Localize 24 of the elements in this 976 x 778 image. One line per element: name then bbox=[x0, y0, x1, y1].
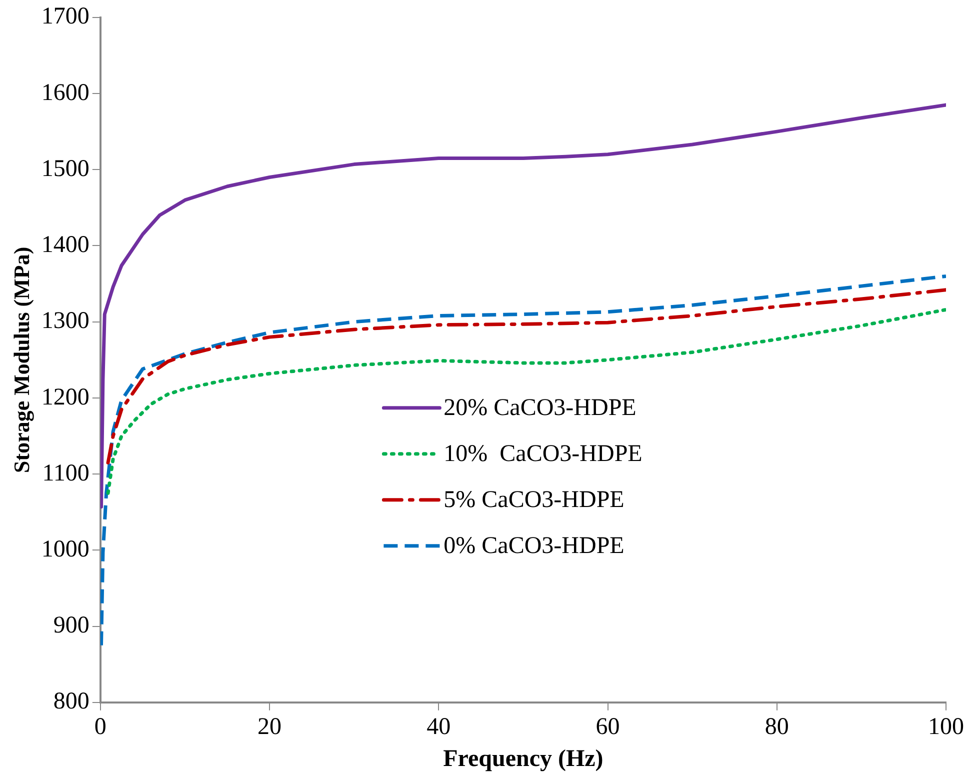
x-tick-label: 100 bbox=[928, 714, 964, 740]
y-tick-label: 900 bbox=[53, 612, 90, 639]
y-tick-label: 800 bbox=[53, 688, 90, 715]
y-tick-label: 1500 bbox=[41, 156, 90, 182]
line-series bbox=[100, 274, 946, 648]
x-tick-label: 80 bbox=[764, 714, 789, 740]
x-tick-label: 20 bbox=[258, 714, 282, 740]
x-tick-label: 0 bbox=[94, 714, 106, 740]
y-tick-label: 1600 bbox=[41, 80, 90, 106]
legend-label: 10% CaCO3-HDPE bbox=[444, 441, 642, 468]
y-tick-label: 1100 bbox=[42, 460, 90, 486]
y-tick-label: 1400 bbox=[41, 232, 90, 258]
x-tick-label: 40 bbox=[426, 714, 451, 740]
x-axis-title: Frequency (Hz) bbox=[443, 746, 604, 772]
y-tick-label: 1700 bbox=[41, 4, 90, 30]
y-tick-label: 1000 bbox=[41, 536, 90, 562]
y-tick-label: 1200 bbox=[41, 384, 90, 410]
x-tick-label: 60 bbox=[596, 714, 620, 740]
legend-label: 0% CaCO3-HDPE bbox=[444, 533, 624, 560]
y-tick-label: 1300 bbox=[41, 308, 90, 334]
line-series bbox=[106, 288, 946, 464]
y-axis-title: Storage Modulus (MPa) bbox=[8, 246, 34, 473]
legend-label: 5% CaCO3-HDPE bbox=[444, 487, 624, 514]
legend-label: 20% CaCO3-HDPE bbox=[444, 395, 636, 422]
